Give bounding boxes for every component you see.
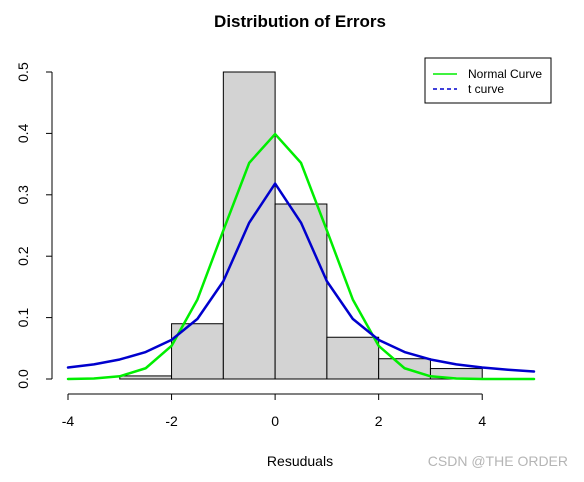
y-tick-label: 0.3 bbox=[15, 185, 31, 205]
x-tick-label: 4 bbox=[478, 413, 486, 429]
y-tick-label: 0.5 bbox=[15, 62, 31, 82]
legend-label: t curve bbox=[468, 82, 504, 96]
x-tick-label: 0 bbox=[271, 413, 279, 429]
series-line-normal-curve bbox=[66, 132, 536, 381]
x-tick-label: 2 bbox=[375, 413, 383, 429]
x-tick-label: -4 bbox=[62, 413, 75, 429]
watermark-text: CSDN @THE ORDER bbox=[428, 453, 568, 469]
legend-label: Normal Curve bbox=[468, 67, 542, 81]
chart-title: Distribution of Errors bbox=[214, 12, 386, 31]
y-tick-label: 0.1 bbox=[15, 308, 31, 328]
histogram-bar-4 bbox=[326, 336, 380, 380]
histogram-bar-2 bbox=[222, 71, 276, 380]
series-line-t-curve bbox=[66, 182, 536, 373]
legend-box bbox=[424, 57, 552, 104]
curves-layer bbox=[66, 132, 536, 381]
y-tick-label: 0.0 bbox=[15, 369, 31, 389]
bars-layer bbox=[119, 71, 483, 380]
x-tick-label: -2 bbox=[165, 413, 178, 429]
histogram-bar-0 bbox=[119, 375, 173, 380]
axes-layer: -4 -2 0 2 4 0.0 0.1 0.2 0.3 0.4 0.5 bbox=[15, 62, 486, 429]
y-tick-label: 0.4 bbox=[15, 123, 31, 143]
histogram-bar-3 bbox=[274, 203, 328, 380]
y-tick-label: 0.2 bbox=[15, 246, 31, 266]
x-axis-label: Resuduals bbox=[267, 453, 333, 469]
